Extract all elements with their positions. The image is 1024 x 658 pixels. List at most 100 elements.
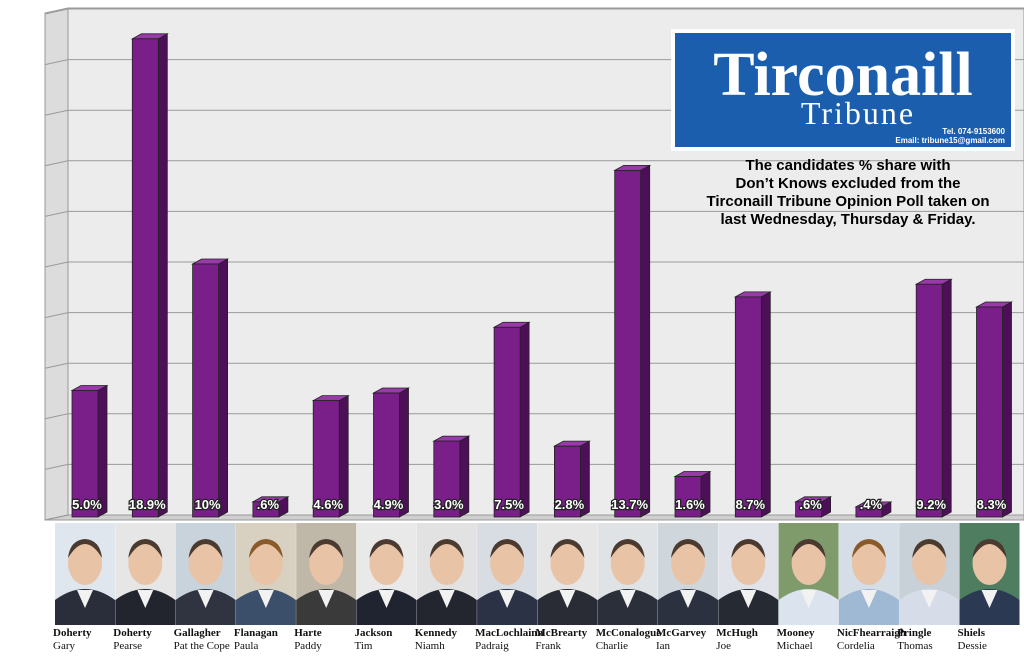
value-label: 9.2% <box>916 497 946 512</box>
candidate-first-name: Frank <box>535 640 561 652</box>
candidate-first-name: Gary <box>53 640 75 652</box>
photos <box>55 523 1020 625</box>
candidate-surname: Gallagher <box>174 627 221 639</box>
annotation-line: last Wednesday, Thursday & Friday. <box>720 211 975 228</box>
logo-email: Email: tribune15@gmail.com <box>895 136 1005 145</box>
candidate-first-name: Charlie <box>596 640 628 652</box>
candidate-first-name: Pat the Cope <box>174 640 230 652</box>
photo-head <box>68 541 102 585</box>
value-label: 1.6% <box>675 497 705 512</box>
bar <box>493 326 521 518</box>
bar-side <box>157 33 168 518</box>
photo-collar <box>77 590 93 608</box>
candidate-first-name: Paddy <box>294 640 322 652</box>
photo-collar <box>257 590 274 608</box>
candidate-surname: Shiels <box>958 627 986 639</box>
candidate-surname: Kennedy <box>415 627 458 639</box>
photo-head <box>851 541 886 585</box>
bar-side <box>1002 301 1012 518</box>
photo-collar <box>619 590 636 608</box>
bar <box>674 476 702 518</box>
photo-head <box>550 541 585 585</box>
annotation-line: Don’t Knows excluded from the <box>735 175 960 192</box>
photo-hair <box>731 539 766 558</box>
photo-collar <box>499 590 516 608</box>
photo-head <box>912 541 947 585</box>
logo-name: Tirconaill <box>713 41 973 109</box>
value-label: 2.8% <box>555 497 585 512</box>
bar <box>976 306 1003 518</box>
bar <box>433 440 461 518</box>
candidate-surname: Flanagan <box>234 627 278 639</box>
photo-collar <box>680 590 696 608</box>
grid-line <box>44 362 1024 369</box>
bars: 5.0% 18.9% 10% .6% 4.6% 4.9% 3.0% 7.5% 2.8% 13.7%… <box>70 33 1014 518</box>
value-label: 7.5% <box>494 497 524 512</box>
photo-hair <box>791 539 826 558</box>
candidate-surname: Doherty <box>113 627 152 639</box>
candidate-surname: McHugh <box>716 627 758 639</box>
bar <box>71 390 99 518</box>
bar <box>252 501 280 518</box>
bar <box>192 263 220 518</box>
bar <box>131 38 159 518</box>
bar-side <box>519 321 530 518</box>
candidate-surname: NicFhearraigh <box>837 627 906 639</box>
candidate-first-name: Dessie <box>958 640 987 652</box>
annotation-line: The candidates % share with <box>745 157 950 174</box>
candidate-first-name: Tim <box>355 640 373 652</box>
candidate-first-name: Ian <box>656 640 671 652</box>
bar <box>614 169 642 518</box>
photo-collar <box>860 590 877 608</box>
photo-collar <box>438 590 455 608</box>
logo-tel: Tel. 074-9153600 <box>942 127 1005 136</box>
photo-hair <box>369 539 404 558</box>
value-label: 8.3% <box>977 497 1007 512</box>
photo-collar <box>921 590 938 608</box>
bar-side <box>218 258 229 518</box>
bar <box>855 506 883 518</box>
bar-side <box>640 164 651 518</box>
photo-hair <box>188 539 223 558</box>
photo-hair <box>309 539 344 558</box>
grid-line <box>44 160 1024 167</box>
candidate-first-name: Niamh <box>415 640 445 652</box>
grid-line <box>44 210 1024 217</box>
photo-hair <box>972 539 1007 558</box>
candidate-surname: Mooney <box>777 627 815 639</box>
candidate-first-name: Joe <box>716 640 731 652</box>
grid <box>44 8 1024 521</box>
candidate-first-name: Pearse <box>113 640 142 652</box>
value-label: 5.0% <box>72 497 102 512</box>
grid-line <box>44 261 1024 268</box>
value-label: 18.9% <box>129 497 166 512</box>
candidate-surname: Harte <box>294 627 322 639</box>
bar-side <box>760 291 771 518</box>
candidate-first-name: Padraig <box>475 640 509 652</box>
bar <box>915 283 943 518</box>
bar <box>554 445 581 518</box>
photo-head <box>791 541 826 585</box>
grid-line <box>44 312 1024 319</box>
candidate-first-name: Thomas <box>897 640 932 652</box>
value-label: .6% <box>257 497 280 512</box>
grid-line <box>44 463 1024 470</box>
candidate-surname: Jackson <box>355 627 393 639</box>
photo-hair <box>429 539 464 558</box>
photo-hair <box>610 539 645 558</box>
bar <box>373 392 400 518</box>
bar-side <box>941 278 952 518</box>
candidate-surname: McConalogue <box>596 627 662 639</box>
candidate-surname: McGarvey <box>656 627 707 639</box>
value-label: 3.0% <box>434 497 464 512</box>
photo-head <box>671 541 705 585</box>
candidate-surname: Doherty <box>53 627 92 639</box>
value-label: .6% <box>799 497 822 512</box>
photo-collar <box>197 590 214 608</box>
photo-head <box>610 541 645 585</box>
photo-head <box>490 541 525 585</box>
photo-hair <box>550 539 585 558</box>
photo-head <box>188 541 223 585</box>
